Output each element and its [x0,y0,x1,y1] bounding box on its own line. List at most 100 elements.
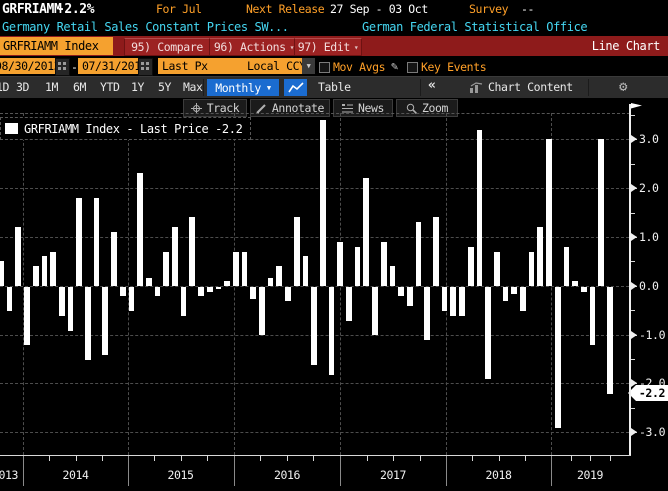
bar-2017-06 [389,266,396,286]
bar-2019-05 [589,286,596,346]
bar-2016-05 [276,266,283,286]
bar-2015-12 [232,251,239,286]
period-1d[interactable]: 1D [0,80,10,94]
key-events-checkbox[interactable] [407,62,418,73]
bar-2016-07 [293,217,300,286]
period-3d[interactable]: 3D [16,80,30,94]
bar-2015-06 [180,286,187,316]
bar-2013-12 [24,286,30,346]
annotate-button[interactable]: Annotate [250,99,330,117]
bar-2018-01 [450,286,457,316]
news-list-icon [341,103,353,112]
legend-label: GRFRIAMM Index - Last Price -2.2 [24,121,243,136]
y-axis-tick [631,114,635,116]
pencil-icon[interactable]: ✎ [391,59,398,73]
bar-2019-01 [554,286,561,429]
y-axis-label: 1.0 [639,229,659,244]
year-label: 2014 [62,468,89,482]
dropdown-arrow-icon[interactable]: ▼ [302,58,315,74]
chart-content-icon [470,82,483,93]
chevron-down-icon: ▾ [353,42,359,52]
gridline-year [128,113,129,455]
bar-2017-09 [415,222,422,286]
bar-2017-07 [398,286,404,297]
year-label: 2013 [0,468,19,482]
quarter-tick [590,456,591,461]
collapse-chevrons[interactable]: « [428,78,436,93]
bar-2019-07 [607,286,613,395]
separator [203,79,204,96]
gridline-y [0,285,629,287]
price-field-input[interactable]: Last Px [158,58,246,74]
actions-button[interactable]: 96) Actions ▾ [209,38,299,56]
period-ytd[interactable]: YTD [100,80,120,94]
year-separator [23,456,24,486]
bar-2014-12 [128,286,135,312]
gear-icon[interactable]: ⚙ [619,79,628,95]
y-axis-tick [631,212,635,214]
last-change: -2.2% [57,2,95,17]
period-5y[interactable]: 5Y [158,80,172,94]
quarter-tick [419,456,421,461]
survey-value: -- [521,2,535,16]
period-1m[interactable]: 1M [45,80,59,94]
bar-2014-08 [93,197,100,286]
bar-2013-09 [0,261,4,286]
bar-2014-01 [32,266,39,286]
quarter-tick [207,456,209,461]
period-6m[interactable]: 6M [73,80,87,94]
line-chart-icon[interactable] [284,79,307,96]
bar-2016-08 [302,256,309,286]
bar-2018-02 [459,286,465,316]
period-max[interactable]: Max [183,80,203,94]
bar-2018-08 [511,286,518,294]
gridline-y [0,432,629,434]
right-axis-line [629,104,631,455]
legend-swatch [5,123,18,134]
bar-2016-06 [285,286,291,302]
calendar-icon[interactable] [138,58,153,76]
quarter-tick [393,456,394,461]
bar-2016-04 [267,278,274,286]
calendar-icon[interactable] [55,58,70,76]
data-source: German Federal Statistical Office [362,20,588,34]
quarter-tick [49,456,51,461]
key-events-label: Key Events [421,60,487,74]
y-axis-arrow-icon [631,428,637,437]
tab-grfriamm-index[interactable]: GRFRIAMM Index [0,37,113,55]
chart-legend[interactable]: GRFRIAMM Index - Last Price -2.2 [0,117,251,140]
gridline-y [0,188,629,190]
bar-2016-09 [311,286,317,365]
frequency-dropdown[interactable]: Monthly ▼ [207,79,279,96]
gridline-year [23,113,24,455]
year-separator [340,456,341,486]
flag-icon[interactable] [631,103,642,109]
date-from-input[interactable]: 08/30/2013 [0,58,62,74]
track-button[interactable]: Track [183,99,247,117]
quarter-tick [260,456,262,461]
bottom-axis-line [0,455,631,456]
bar-2014-06 [76,197,83,286]
mov-avgs-checkbox[interactable] [319,62,330,73]
gridline-year [446,113,447,455]
quarter-tick [154,456,156,461]
compare-button[interactable]: 95) Compare [124,38,210,56]
period-1y[interactable]: 1Y [131,80,145,94]
crosshair-icon [190,102,202,114]
table-button[interactable]: Table [318,80,351,94]
news-button[interactable]: News [333,99,393,117]
bar-2014-09 [102,286,109,355]
bar-2019-04 [580,286,587,292]
y-axis-tick [631,358,635,360]
bar-2013-11 [15,227,22,286]
year-label: 2017 [379,468,407,482]
chart-content-button[interactable]: Chart Content [488,80,573,94]
edit-button[interactable]: 97) Edit ▾ [294,38,362,56]
separator [420,79,421,96]
date-to-input[interactable]: 07/31/2019 [78,58,148,74]
bar-2017-03 [363,178,370,286]
year-separator [128,456,129,486]
zoom-button[interactable]: Zoom [396,99,458,117]
currency-select[interactable]: Local CCY [243,58,309,74]
